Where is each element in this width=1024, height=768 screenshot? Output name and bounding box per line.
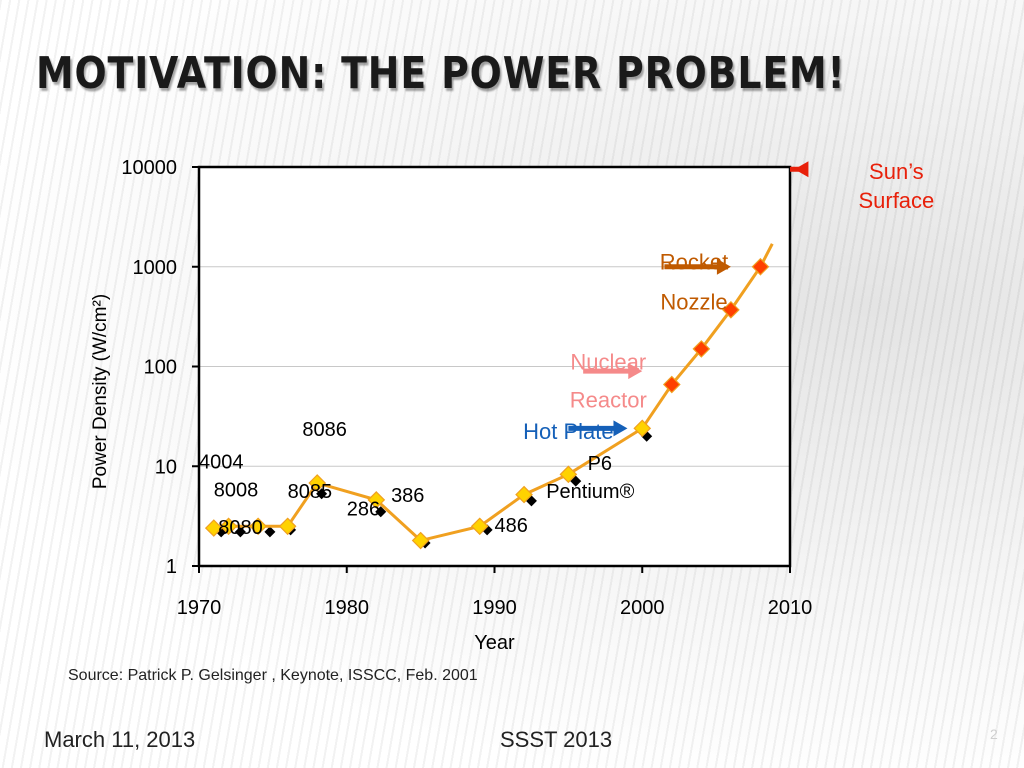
annotation: Rocket Nozzle — [660, 250, 731, 314]
data-point — [308, 474, 327, 492]
point-label: 8086 — [302, 419, 347, 441]
black-data-point — [234, 526, 246, 538]
data-point — [470, 517, 489, 536]
point-label: 386 — [391, 485, 424, 507]
point-label: P6 — [588, 453, 612, 475]
data-point — [751, 257, 770, 276]
x-tick-label: 1970 — [177, 597, 222, 619]
black-data-point — [316, 488, 328, 500]
point-label: 4004 — [199, 451, 244, 473]
y-tick-label: 1000 — [133, 257, 178, 279]
annotation-label: Sun’s — [869, 159, 924, 184]
data-point — [278, 517, 297, 536]
point-label: 8080 — [218, 517, 263, 539]
data-point — [219, 517, 238, 536]
slide-title: Motivation: The Power Problem! — [36, 48, 846, 99]
source-citation: Source: Patrick P. Gelsinger , Keynote, … — [68, 667, 478, 684]
annotation-label: Nozzle — [660, 289, 727, 314]
data-point — [249, 517, 267, 536]
point-label: Pentium® — [546, 481, 634, 503]
point-label: 8008 — [214, 479, 259, 501]
y-axis-label: Power Density (W/cm²) — [90, 294, 111, 489]
annotation-arrow-head — [613, 420, 628, 437]
point-label: 8085 — [288, 481, 333, 503]
x-tick-label: 1990 — [472, 597, 517, 619]
annotation-arrow-head — [794, 161, 809, 178]
footer-conference: SSST 2013 — [500, 727, 613, 752]
footer-date: March 11, 2013 — [44, 727, 196, 752]
point-label: 486 — [495, 515, 528, 537]
annotation-label: Surface — [858, 188, 934, 213]
y-tick-label: 1 — [166, 556, 177, 578]
annotation: Sun’s Surface — [790, 159, 934, 213]
data-point — [515, 485, 533, 504]
data-point — [411, 531, 430, 550]
annotation-label: Reactor — [570, 387, 647, 412]
black-data-point — [264, 526, 276, 538]
data-point — [367, 491, 386, 509]
y-tick-label: 10 — [155, 456, 177, 478]
data-point — [722, 300, 740, 319]
slide-number: 2 — [990, 726, 998, 742]
black-data-point — [375, 506, 387, 518]
x-axis-label: Year — [474, 632, 515, 654]
annotation-arrow-head — [716, 258, 731, 275]
annotation-label: Rocket — [660, 250, 728, 275]
x-tick-label: 2010 — [768, 597, 813, 619]
x-tick-label: 2000 — [620, 597, 665, 619]
data-point — [204, 519, 223, 537]
y-tick-label: 100 — [144, 357, 177, 379]
data-point — [633, 419, 652, 438]
data-point — [662, 375, 681, 394]
y-tick-label: 10000 — [121, 157, 177, 179]
data-point — [559, 465, 578, 484]
series-line — [213, 243, 774, 543]
annotation-arrow-head — [628, 363, 643, 380]
point-label: 286 — [347, 499, 380, 521]
annotation: Hot Plate — [523, 419, 628, 444]
annotation-label: Hot Plate — [523, 419, 614, 444]
data-point — [692, 340, 711, 358]
x-tick-label: 1980 — [325, 597, 370, 619]
